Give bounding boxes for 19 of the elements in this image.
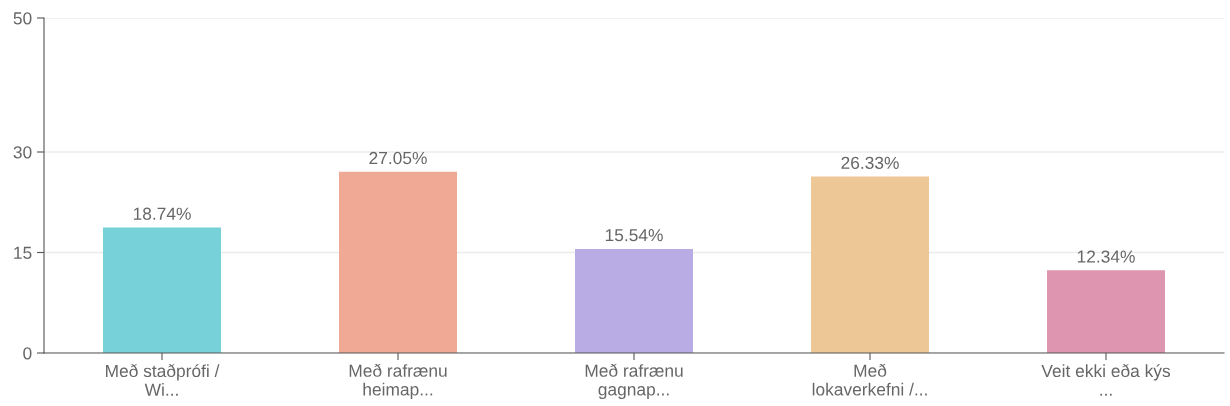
bar: [1047, 270, 1165, 353]
x-tick-label: Með staðprófi / Wi...: [106, 364, 220, 396]
y-tick-label: 15: [14, 246, 32, 259]
bar: [575, 248, 693, 353]
data-label: 18.74%: [133, 207, 191, 220]
x-tick-label: Með rafrænu heimap...: [349, 363, 447, 399]
y-tick-label: 0: [23, 347, 32, 360]
y-tick-label: 50: [13, 12, 32, 25]
data-label: 15.54%: [605, 229, 663, 242]
data-label: 26.33%: [841, 156, 899, 169]
bar: [811, 176, 929, 353]
data-label: 12.34%: [1077, 250, 1135, 263]
x-tick-label: Með lokaverkefni /...: [812, 363, 927, 396]
x-tick-label: Með rafrænu gagnap...: [585, 363, 683, 399]
bar: [339, 171, 457, 353]
bar: [103, 227, 221, 353]
y-tick-label: 30: [13, 146, 32, 159]
x-tick-label: Veit ekki eða kýs ...: [1041, 364, 1171, 396]
data-label: 27.05%: [369, 151, 427, 165]
